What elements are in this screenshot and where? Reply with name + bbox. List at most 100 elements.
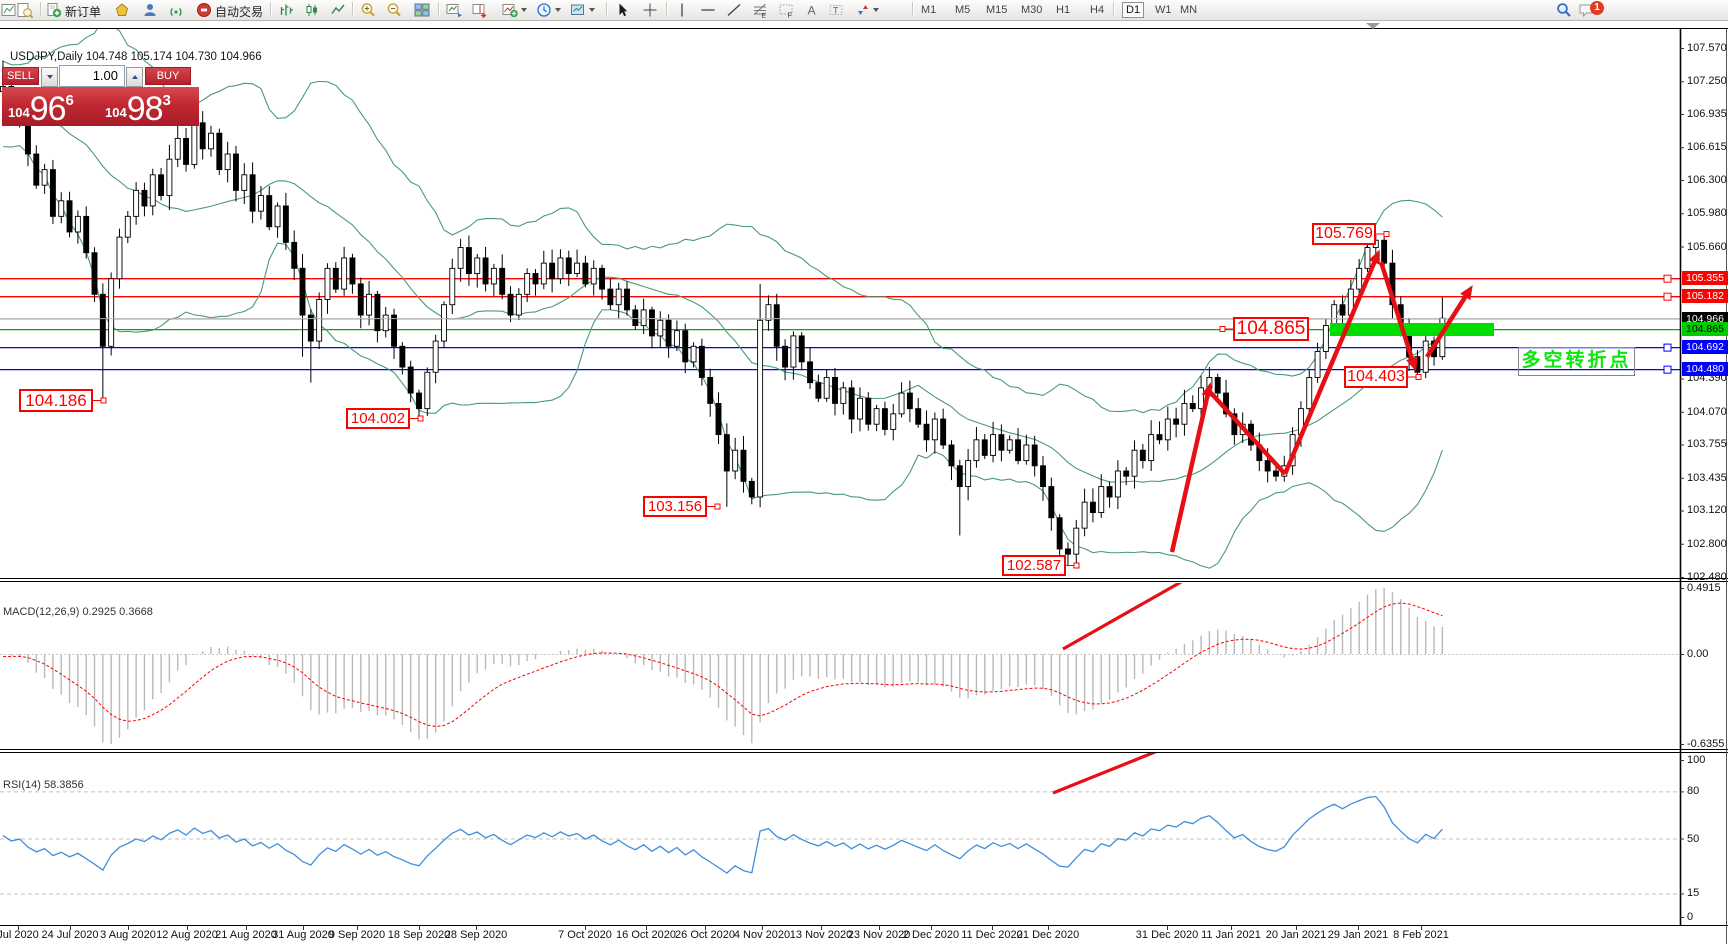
chart-shift-icon[interactable] (472, 2, 488, 19)
timeframe-button-D1[interactable]: D1 (1122, 2, 1145, 18)
sell-price-display[interactable]: 104966 (2, 87, 98, 126)
auto-trading-label[interactable]: 自动交易 (215, 5, 264, 19)
indicators-icon[interactable] (502, 2, 518, 18)
timeframe-button-W1[interactable]: W1 (1155, 4, 1172, 16)
candle (873, 408, 880, 425)
candle (1081, 501, 1088, 529)
volume-input[interactable]: 1.00 (59, 65, 125, 87)
periods-icon[interactable] (536, 2, 552, 18)
date-axis-label: 29 Jan 2021 (1327, 929, 1389, 941)
fibo-icon[interactable]: E (752, 2, 768, 20)
volume-down-button[interactable] (41, 67, 58, 87)
zoom-in-icon[interactable] (360, 2, 376, 18)
candle (973, 439, 980, 462)
timeframe-button-M15[interactable]: M15 (986, 4, 1008, 16)
candle-chart-icon[interactable] (304, 2, 320, 18)
candle (349, 257, 356, 285)
candle (158, 174, 165, 197)
arrowhead (1246, 537, 1261, 549)
new-chart-icon[interactable] (446, 2, 462, 18)
price-annotation-104.403[interactable]: 104.403 (1344, 366, 1408, 388)
buy-price-display[interactable]: 104983 (97, 87, 199, 126)
candle (257, 195, 264, 212)
chevron-down-icon[interactable] (873, 8, 879, 12)
candle (615, 288, 622, 306)
price-annotation-104.186[interactable]: 104.186 (19, 389, 93, 412)
zoom-out-icon[interactable] (386, 2, 402, 18)
candle (249, 174, 256, 212)
timeframe-button-M1[interactable]: M1 (921, 4, 937, 16)
chart-preview-icon[interactable] (17, 2, 34, 19)
timeframe-button-H4[interactable]: H4 (1090, 4, 1105, 16)
crosshair-icon[interactable] (642, 2, 658, 18)
chart-window-icon[interactable] (1, 2, 17, 18)
price-annotation-104.002[interactable]: 104.002 (346, 408, 410, 429)
chevron-down-icon (46, 75, 53, 79)
volume-up-button[interactable] (126, 67, 143, 87)
text-icon[interactable]: A (804, 2, 820, 18)
price-annotation-104.865[interactable]: 104.865 (1233, 317, 1309, 341)
candle (1331, 304, 1338, 326)
notification-badge[interactable]: 1 (1590, 1, 1604, 15)
date-axis-label: Jul 2020 (0, 929, 39, 941)
price-annotation-105.769[interactable]: 105.769 (1312, 223, 1376, 245)
sell-button[interactable]: SELL (2, 67, 39, 85)
wallet-icon[interactable] (114, 2, 130, 18)
profile-icon[interactable] (142, 2, 158, 18)
new-order-label[interactable]: 新订单 (65, 5, 102, 19)
candle (732, 449, 739, 472)
chevron-down-icon[interactable] (589, 8, 595, 12)
candle (83, 215, 90, 254)
price-axis-tick: 105.660 (1687, 240, 1727, 253)
timeframe-button-H1[interactable]: H1 (1056, 4, 1071, 16)
timeframe-button-MN[interactable]: MN (1180, 4, 1198, 16)
shapes-icon[interactable] (854, 2, 870, 18)
price-axis-tick: 106.935 (1687, 107, 1727, 120)
rsi-axis-tick: 15 (1687, 887, 1700, 900)
price-annotation-102.587[interactable]: 102.587 (1002, 555, 1066, 576)
hline-icon[interactable] (700, 2, 716, 18)
candle (1364, 247, 1371, 269)
search-icon[interactable] (1556, 2, 1572, 18)
candle (1048, 486, 1055, 519)
toolbar-separator (912, 2, 913, 17)
candle (1356, 267, 1363, 290)
candle (441, 304, 447, 342)
label-icon[interactable]: T (828, 2, 844, 18)
trendline-icon[interactable] (726, 2, 742, 18)
candle (49, 169, 56, 217)
bar-chart-icon[interactable] (278, 2, 294, 18)
candle (607, 288, 614, 306)
price-axis-tick: 107.570 (1687, 42, 1727, 54)
annotation-text-bullbear-turning-point[interactable]: 多空转折点 (1518, 347, 1635, 376)
candle (191, 122, 198, 165)
line-chart-icon[interactable] (330, 2, 346, 18)
signal-icon[interactable] (168, 2, 184, 18)
candle (499, 267, 506, 295)
price-annotation-103.156[interactable]: 103.156 (643, 496, 707, 517)
timeframe-button-M5[interactable]: M5 (955, 4, 971, 16)
new-order-icon[interactable] (46, 2, 62, 18)
candle (116, 236, 123, 280)
chevron-down-icon[interactable] (555, 8, 561, 12)
templates-icon[interactable] (570, 2, 586, 18)
chevron-down-icon[interactable] (521, 8, 527, 12)
candle (815, 382, 822, 399)
candle (624, 288, 630, 311)
channel-icon[interactable]: F (778, 2, 794, 20)
auto-trading-icon[interactable] (196, 2, 212, 18)
buy-button[interactable]: BUY (145, 67, 191, 85)
chart-window[interactable]: USDJPY,Daily 104.748 105.174 104.730 104… (0, 21, 1728, 944)
cursor-icon[interactable] (614, 2, 630, 18)
tile-windows-icon[interactable] (414, 2, 430, 18)
date-axis-label: 11 Dec 2020 (961, 929, 1023, 941)
toolbar-separator (666, 2, 667, 17)
trend-arrow (1277, 736, 1320, 747)
timeframe-button-M30[interactable]: M30 (1021, 4, 1043, 16)
candle (640, 309, 647, 326)
price-axis-tick: 104.070 (1687, 405, 1727, 418)
vline-icon[interactable] (674, 2, 690, 18)
candle (291, 241, 298, 269)
candle (274, 205, 281, 228)
